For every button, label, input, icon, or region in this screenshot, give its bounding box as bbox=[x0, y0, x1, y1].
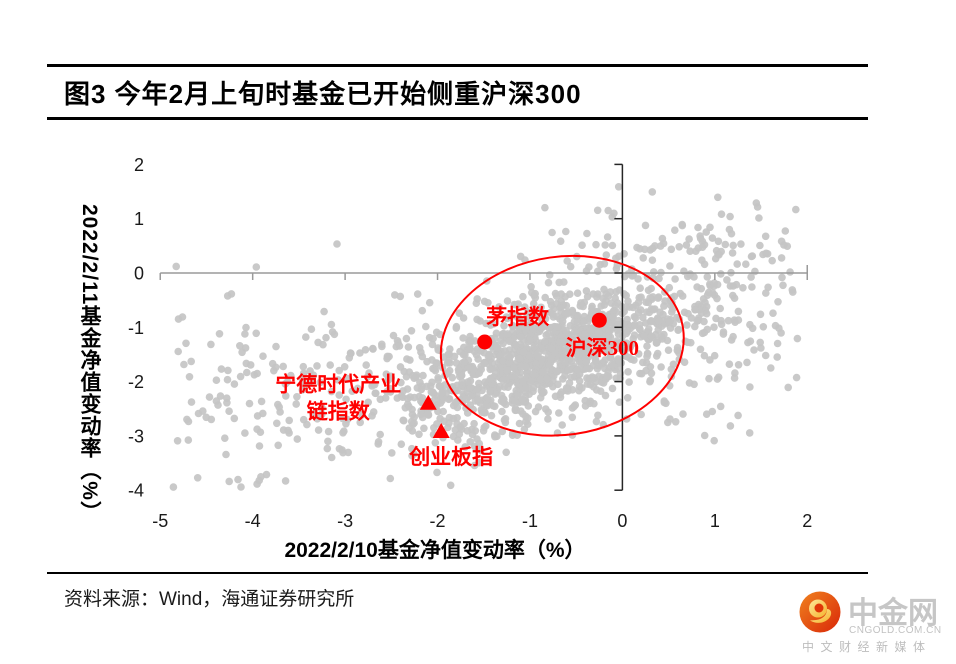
svg-text:2: 2 bbox=[134, 155, 144, 175]
x-axis-title: 2022/2/10基金净值变动率（%） bbox=[284, 539, 586, 562]
watermark-brand: 中金网 bbox=[848, 597, 938, 630]
highlight-label: 宁德时代产业 bbox=[275, 372, 401, 396]
highlight-marker bbox=[419, 394, 437, 410]
highlight-marker bbox=[591, 312, 607, 328]
svg-text:1: 1 bbox=[134, 209, 144, 229]
y-axis bbox=[614, 163, 624, 491]
svg-text:-2: -2 bbox=[430, 511, 446, 531]
highlight-ellipse bbox=[439, 254, 685, 437]
svg-text:-4: -4 bbox=[245, 511, 261, 531]
highlight-marker bbox=[477, 334, 493, 350]
logo-cloud-tail bbox=[810, 609, 832, 623]
figure-title: 图3 今年2月上旬时基金已开始侧重沪深300 bbox=[64, 79, 582, 109]
title-divider bbox=[47, 117, 868, 120]
svg-text:0: 0 bbox=[617, 511, 627, 531]
scatter-points bbox=[169, 183, 802, 491]
highlight-markers bbox=[419, 312, 607, 438]
highlight-label: 茅指数 bbox=[486, 305, 550, 329]
logo-cloud-hole bbox=[814, 603, 824, 613]
svg-text:0: 0 bbox=[134, 264, 144, 284]
source-note: 资料来源：Wind，海通证券研究所 bbox=[64, 589, 355, 610]
svg-text:-4: -4 bbox=[128, 481, 144, 501]
highlight-label: 创业板指 bbox=[408, 445, 493, 469]
svg-text:-1: -1 bbox=[128, 318, 144, 338]
y-axis-title: 2022/2/11基金净值变动率（%） bbox=[78, 204, 101, 523]
watermark-tagline: 中文财经新媒体 bbox=[802, 640, 932, 654]
svg-text:-1: -1 bbox=[522, 511, 538, 531]
svg-text:-5: -5 bbox=[152, 511, 168, 531]
x-tick-labels: -5 -4 -3 -2 -1 0 1 2 bbox=[152, 511, 812, 531]
svg-text:1: 1 bbox=[710, 511, 720, 531]
x-axis bbox=[159, 265, 809, 280]
highlight-marker bbox=[432, 423, 450, 438]
watermark-domain: CNGOLD.COM.CN bbox=[849, 625, 942, 636]
svg-text:2: 2 bbox=[802, 511, 812, 531]
cngold-logo-icon bbox=[799, 591, 841, 633]
y-tick-labels: 2 1 0 -1 -2 -3 -4 bbox=[128, 155, 144, 501]
footer-divider bbox=[47, 572, 868, 574]
highlight-label: 链指数 bbox=[307, 399, 371, 423]
top-divider bbox=[47, 64, 868, 67]
svg-text:-3: -3 bbox=[128, 426, 144, 446]
svg-text:-3: -3 bbox=[337, 511, 353, 531]
cngold-watermark: 中金网 CNGOLD.COM.CN 中文财经新媒体 bbox=[796, 588, 946, 654]
svg-text:-2: -2 bbox=[128, 372, 144, 392]
highlight-label: 沪深300 bbox=[566, 336, 640, 360]
